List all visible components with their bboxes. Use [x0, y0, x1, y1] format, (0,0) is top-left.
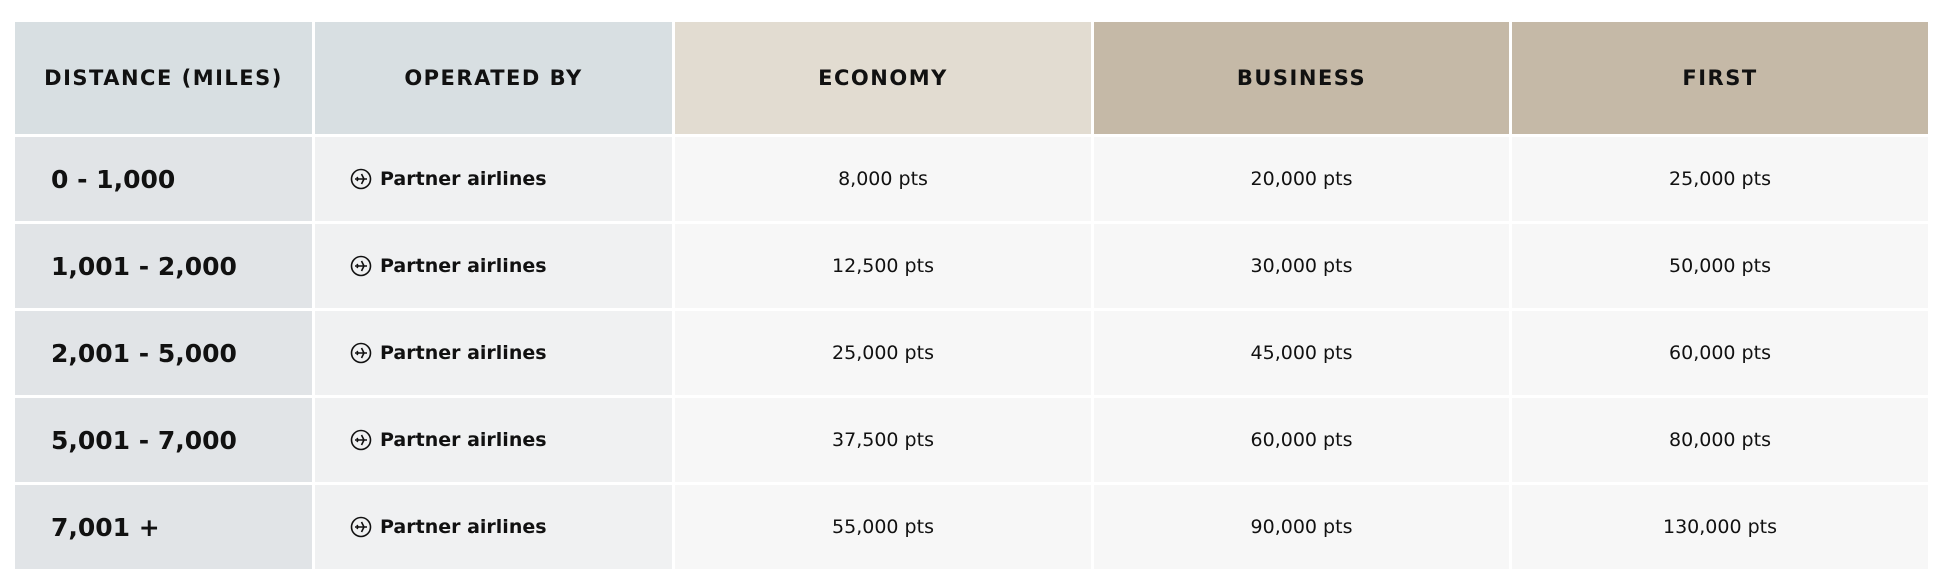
column-header: FIRST [1509, 19, 1931, 137]
table-row: 0 - 1,000 Partner airlines 8,000 pts 20,000… [12, 134, 1931, 224]
table-cell: 45,000 pts [1091, 308, 1512, 398]
table-body: 0 - 1,000 Partner airlines 8,000 pts 20,000… [12, 134, 1931, 572]
table-cell: 80,000 pts [1509, 395, 1931, 485]
table-cell: 60,000 pts [1091, 395, 1512, 485]
column-header: OPERATED BY [312, 19, 675, 137]
operator-text: Partner airlines [380, 342, 547, 364]
operator-text: Partner airlines [380, 168, 547, 190]
column-header: DISTANCE (MILES) [12, 19, 315, 137]
table-cell: Partner airlines [312, 308, 675, 398]
table-cell: 90,000 pts [1091, 482, 1512, 572]
operator-text: Partner airlines [380, 516, 547, 538]
award-table: DISTANCE (MILES) OPERATED BY ECONOMY BUSINE… [12, 19, 1931, 572]
plane-icon [350, 342, 372, 364]
operator-text: Partner airlines [380, 255, 547, 277]
table-cell: 37,500 pts [672, 395, 1094, 485]
plane-icon [350, 429, 372, 451]
table-cell: 50,000 pts [1509, 221, 1931, 311]
table-cell: 2,001 - 5,000 [12, 308, 315, 398]
table-cell: 60,000 pts [1509, 308, 1931, 398]
table-cell: Partner airlines [312, 134, 675, 224]
table-row: 7,001 + Partner airlines 55,000 pts 90,000 … [12, 482, 1931, 572]
plane-icon [350, 255, 372, 277]
table-row: 2,001 - 5,000 Partner airlines 25,000 pts 4… [12, 308, 1931, 398]
table-cell: 20,000 pts [1091, 134, 1512, 224]
table-cell: 1,001 - 2,000 [12, 221, 315, 311]
column-header: BUSINESS [1091, 19, 1512, 137]
plane-icon [350, 516, 372, 538]
table-cell: Partner airlines [312, 221, 675, 311]
table-cell: 5,001 - 7,000 [12, 395, 315, 485]
table-cell: 7,001 + [12, 482, 315, 572]
header-row: DISTANCE (MILES) OPERATED BY ECONOMY BUSINE… [12, 19, 1931, 137]
operator-text: Partner airlines [380, 429, 547, 451]
table-cell: 30,000 pts [1091, 221, 1512, 311]
table-cell: 55,000 pts [672, 482, 1094, 572]
table-cell: 12,500 pts [672, 221, 1094, 311]
table-row: 1,001 - 2,000 Partner airlines 12,500 pts 3… [12, 221, 1931, 311]
table-cell: 25,000 pts [672, 308, 1094, 398]
table-cell: Partner airlines [312, 395, 675, 485]
table-cell: 130,000 pts [1509, 482, 1931, 572]
plane-icon [350, 168, 372, 190]
table-cell: 0 - 1,000 [12, 134, 315, 224]
table-cell: 25,000 pts [1509, 134, 1931, 224]
table-cell: 8,000 pts [672, 134, 1094, 224]
table-row: 5,001 - 7,000 Partner airlines 37,500 pts 6… [12, 395, 1931, 485]
table-cell: Partner airlines [312, 482, 675, 572]
column-header: ECONOMY [672, 19, 1094, 137]
